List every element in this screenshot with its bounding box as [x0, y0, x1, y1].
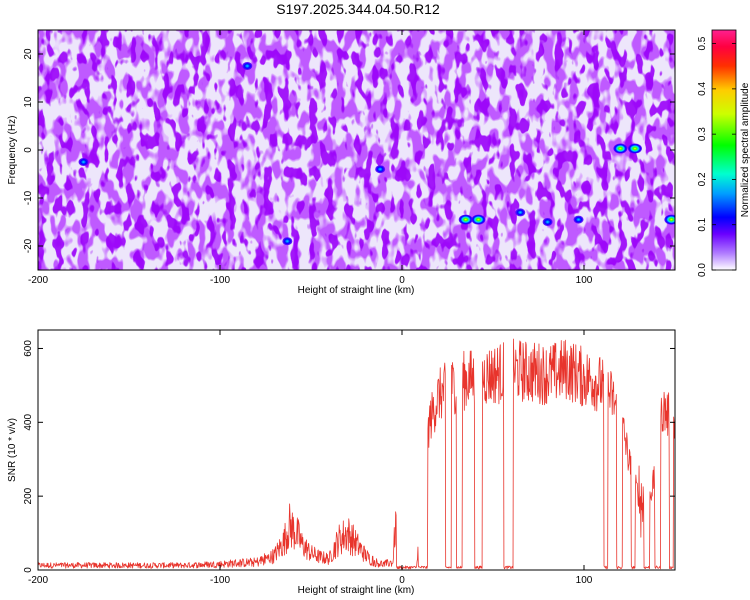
spectrogram-texture-dark [38, 30, 675, 270]
spectrogram-y-tick-label: 0 [23, 147, 34, 153]
spectrogram-x-tick-label: -200 [28, 275, 48, 286]
spectrogram-peak [282, 237, 293, 246]
colorbar-label: Normalized spectral amplitude [740, 82, 750, 217]
spectrogram-peak [375, 165, 386, 174]
snr-series-line [38, 338, 675, 570]
snr-y-tick-label: 200 [23, 487, 34, 504]
spectrogram-peak [515, 208, 526, 217]
spectrogram-peaks [78, 62, 675, 246]
spectrogram-peak [664, 214, 675, 225]
spectrogram-peak [458, 214, 473, 225]
spectrogram-peak [471, 214, 486, 225]
colorbar-tick-label: 0.0 [697, 263, 708, 277]
spectrogram-x-label: Height of straight line (km) [298, 285, 415, 296]
spectrogram-peak [542, 218, 553, 226]
snr-x-label: Height of straight line (km) [298, 585, 415, 596]
snr-x-tick-label: 0 [399, 575, 405, 586]
snr-y-ticks: 0 200 400 600 [23, 340, 675, 573]
snr-x-tick-label: 100 [576, 575, 593, 586]
colorbar-ticks: 0.0 0.1 0.2 0.3 0.4 0.5 [697, 36, 736, 277]
spectrogram-x-ticks: -200 -100 0 100 [28, 30, 593, 286]
colorbar-tick-label: 0.4 [697, 81, 708, 95]
snr-x-ticks: -200 -100 0 100 [28, 330, 593, 586]
snr-x-tick-label: -200 [28, 575, 48, 586]
colorbar-tick-label: 0.5 [697, 36, 708, 50]
spectrogram-y-tick-label: -10 [23, 190, 34, 205]
spectrogram-x-tick-label: -100 [210, 275, 230, 286]
spectrogram-y-tick-label: 20 [23, 48, 34, 60]
colorbar-tick-label: 0.3 [697, 127, 708, 141]
snr-frame [37, 329, 676, 571]
snr-y-tick-label: 600 [23, 340, 34, 357]
spectrogram-y-tick-label: 10 [23, 96, 34, 108]
snr-y-label: SNR (10 * v/v) [7, 418, 18, 482]
snr-y-tick-label: 400 [23, 414, 34, 431]
snr-y-tick-label: 0 [23, 567, 34, 573]
spectrogram-y-tick-label: -20 [23, 238, 34, 253]
spectrogram-peak [573, 215, 584, 224]
spectrogram-y-label: Frequency (Hz) [7, 116, 18, 185]
spectrogram-x-tick-label: 100 [576, 275, 593, 286]
figure-title: S197.2025.344.04.50.R12 [276, 1, 440, 17]
colorbar-tick-label: 0.1 [697, 217, 708, 231]
spectrogram-peak [78, 158, 89, 166]
spectrogram-peak [627, 143, 642, 154]
colorbar-tick-label: 0.2 [697, 172, 708, 186]
snr-panel: -200 -100 0 100 0 200 400 600 Height of straig… [7, 329, 676, 596]
spectrogram-x-tick-label: 0 [399, 275, 405, 286]
colorbar-gradient [711, 29, 737, 271]
snr-x-tick-label: -100 [210, 575, 230, 586]
spectrogram-peak [242, 62, 253, 70]
spectrogram-y-ticks: -20 -10 0 10 20 [23, 48, 675, 253]
colorbar: 0.0 0.1 0.2 0.3 0.4 0.5 Normalized spectral a… [697, 29, 750, 277]
spectrogram-peak [613, 143, 628, 154]
